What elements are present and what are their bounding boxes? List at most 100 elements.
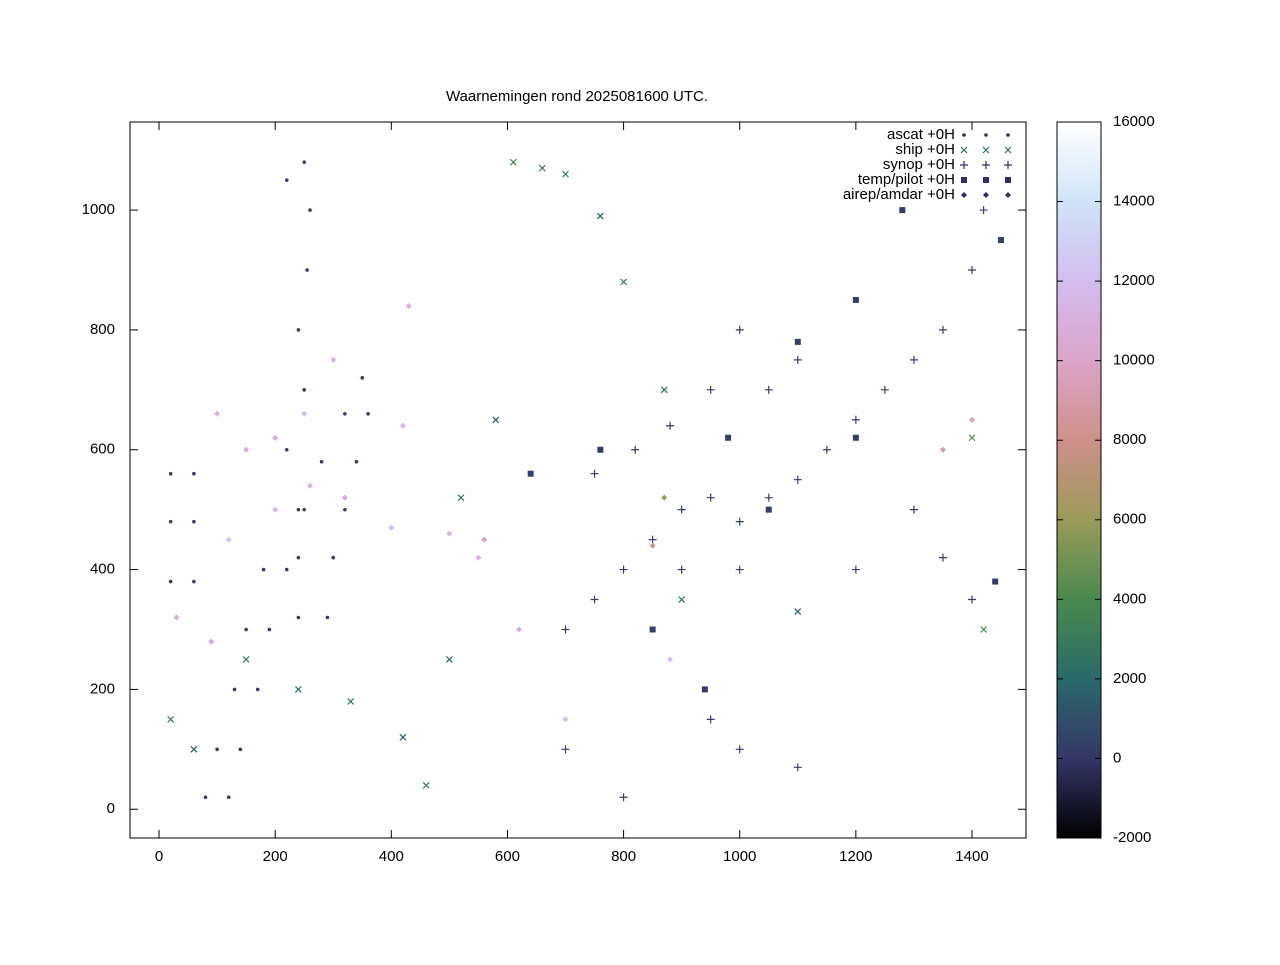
point — [272, 434, 279, 441]
legend-marker — [982, 161, 990, 169]
point — [794, 338, 801, 345]
point — [939, 446, 946, 453]
legend-marker — [1005, 177, 1011, 183]
legend-marker — [961, 192, 967, 198]
point — [899, 207, 906, 214]
point — [330, 356, 337, 363]
point — [793, 475, 802, 484]
z-tick-label: 6000 — [1113, 511, 1146, 528]
legend-marker — [1004, 146, 1012, 154]
point — [648, 535, 657, 544]
point — [735, 745, 744, 754]
point — [516, 626, 523, 633]
point — [255, 687, 260, 692]
point — [649, 542, 656, 549]
point — [968, 416, 975, 423]
point — [302, 388, 307, 392]
point — [347, 697, 355, 705]
point — [399, 422, 406, 429]
z-tick-label: 2000 — [1113, 670, 1146, 687]
point — [967, 265, 976, 274]
point — [562, 170, 569, 178]
point — [562, 716, 569, 723]
point — [619, 793, 628, 802]
point — [590, 469, 599, 478]
point — [492, 416, 500, 424]
point — [225, 536, 232, 543]
point — [192, 579, 196, 584]
point — [509, 158, 517, 166]
legend-marker — [960, 146, 968, 154]
point — [793, 763, 802, 772]
legend-marker — [962, 133, 966, 137]
point — [764, 385, 773, 394]
point — [701, 686, 708, 693]
point — [735, 565, 744, 574]
point — [909, 505, 918, 514]
point — [168, 519, 173, 524]
legend-label: synop +0H — [883, 156, 955, 173]
point — [301, 410, 308, 417]
point — [296, 328, 301, 332]
x-tick-label: 1200 — [839, 848, 872, 865]
point — [244, 627, 248, 632]
point — [232, 687, 237, 692]
point — [661, 494, 668, 501]
z-tick-label: 12000 — [1113, 272, 1155, 289]
point — [706, 493, 715, 502]
y-tick-label: 0 — [107, 800, 115, 817]
point — [597, 446, 604, 453]
x-tick-label: 0 — [155, 848, 163, 865]
point — [677, 565, 686, 574]
point — [968, 434, 976, 442]
x-tick-label: 800 — [611, 848, 636, 865]
point — [666, 421, 675, 430]
legend-marker — [983, 192, 989, 198]
point — [343, 411, 347, 416]
point — [242, 656, 250, 663]
point — [294, 685, 302, 693]
x-tick-label: 1000 — [723, 848, 756, 865]
point — [561, 625, 570, 634]
point — [793, 355, 802, 364]
point — [660, 386, 668, 394]
point — [967, 595, 976, 604]
point — [998, 237, 1005, 244]
point — [596, 212, 604, 220]
point — [938, 325, 947, 334]
point — [405, 302, 412, 309]
point — [319, 459, 324, 464]
point — [765, 506, 772, 513]
point — [667, 656, 674, 663]
legend-marker — [983, 177, 989, 183]
point — [173, 614, 180, 621]
point — [909, 355, 918, 364]
point — [735, 325, 744, 334]
point — [192, 471, 196, 476]
legend-marker — [960, 161, 968, 169]
point — [243, 446, 250, 453]
point — [305, 268, 309, 272]
legend-label: airep/amdar +0H — [843, 186, 955, 203]
y-tick-label: 600 — [90, 441, 115, 458]
point — [706, 715, 715, 724]
x-tick-label: 200 — [263, 848, 288, 865]
point — [631, 445, 640, 454]
point — [538, 164, 546, 172]
x-tick-label: 1400 — [955, 848, 988, 865]
point — [852, 434, 859, 441]
legend-marker — [1005, 192, 1011, 198]
point — [192, 519, 196, 524]
point — [851, 565, 860, 574]
point — [354, 459, 359, 464]
point — [302, 160, 307, 164]
point — [446, 530, 453, 537]
point — [214, 410, 221, 417]
point — [366, 411, 370, 416]
y-tick-label: 1000 — [82, 201, 115, 218]
point — [794, 608, 802, 615]
point — [296, 615, 301, 620]
point — [261, 567, 266, 572]
z-tick-label: 4000 — [1113, 590, 1146, 607]
